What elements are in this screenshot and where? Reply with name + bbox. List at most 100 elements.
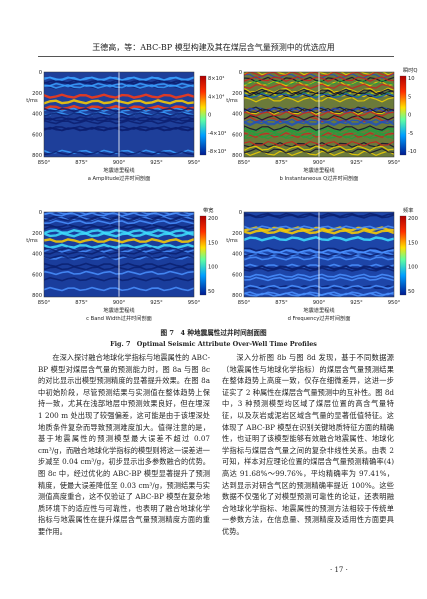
reflector xyxy=(44,228,194,235)
reflector xyxy=(44,270,194,276)
reflector xyxy=(244,107,394,114)
reflector xyxy=(44,238,194,244)
colorbar-tick-label: 50 xyxy=(208,289,215,295)
colorbar-tick-label: 0 xyxy=(208,113,211,119)
x-tick-label: 925° xyxy=(350,300,363,306)
y-tick-label: 0 xyxy=(239,210,242,216)
y-tick-label: 0 xyxy=(39,210,42,216)
reflector xyxy=(244,76,394,82)
reflector xyxy=(244,106,394,113)
colorbar-title: 瞬时Q xyxy=(403,66,417,74)
y-tick-label: 800 xyxy=(232,153,242,159)
reflector xyxy=(244,72,394,76)
reflector xyxy=(44,247,194,252)
reflector xyxy=(244,291,394,296)
x-tick-label: 925° xyxy=(150,160,163,166)
plot-frame xyxy=(43,211,195,298)
x-tick-label: 850° xyxy=(38,300,51,306)
reflector xyxy=(44,82,194,88)
reflector xyxy=(44,216,194,222)
reflector xyxy=(244,267,394,272)
colorbar-tick-label: 10 xyxy=(408,76,415,82)
colorbar-tick-label: 200 xyxy=(408,216,418,222)
x-tick-label: 950° xyxy=(388,300,401,306)
colorbar-tick-label: -5 xyxy=(408,131,413,137)
reflector xyxy=(244,285,394,290)
reflector xyxy=(244,247,394,252)
y-tick-label: 400 xyxy=(232,252,242,258)
x-tick-label: 950° xyxy=(188,160,201,166)
reflector xyxy=(44,79,194,85)
reflector xyxy=(44,219,194,225)
y-tick-label: 200 xyxy=(32,231,42,237)
reflector xyxy=(44,276,194,282)
reflector xyxy=(44,212,194,217)
x-tick-label: 950° xyxy=(188,300,201,306)
y-tick-label: 200 xyxy=(32,91,42,97)
reflector xyxy=(44,93,194,99)
colorbar-tick-label: 5 xyxy=(408,94,411,100)
reflector xyxy=(44,243,194,249)
x-tick-label: 925° xyxy=(350,160,363,166)
reflector xyxy=(244,226,394,232)
reflector xyxy=(244,273,394,279)
reflector xyxy=(44,225,194,231)
colorbar-tick-label: -10 xyxy=(408,149,416,155)
y-axis-label: t/ms xyxy=(26,98,38,104)
reflector xyxy=(244,225,394,230)
reflector xyxy=(244,92,394,99)
y-tick-label: 200 xyxy=(232,231,242,237)
page-number: · 17 · xyxy=(330,566,348,574)
y-tick-label: 400 xyxy=(32,252,42,258)
reflector xyxy=(44,116,194,121)
reflector xyxy=(244,111,394,117)
reflector xyxy=(244,276,394,282)
x-tick-label: 875° xyxy=(75,300,88,306)
reflector xyxy=(244,140,394,147)
reflector xyxy=(244,252,394,257)
reflector xyxy=(244,142,394,148)
y-axis-label: t/ms xyxy=(226,238,238,244)
colorbar xyxy=(399,215,407,296)
x-axis-label: 地震道里程线 xyxy=(103,306,134,314)
reflector xyxy=(244,249,394,254)
caption-cn: 图 7 4 种地震属性过井时间剖面图 xyxy=(160,329,267,337)
colorbar-tick-label: 4×10⁴ xyxy=(208,94,224,100)
reflector xyxy=(244,147,394,154)
reflector xyxy=(44,248,194,253)
reflector xyxy=(44,216,194,221)
reflector xyxy=(44,254,194,260)
x-tick-label: 950° xyxy=(388,160,401,166)
panel-caption: c Band Width过井时间剖面 xyxy=(86,314,152,322)
reflector xyxy=(244,229,394,235)
reflector xyxy=(244,107,394,114)
y-tick-label: 600 xyxy=(232,272,242,278)
y-tick-label: 600 xyxy=(232,132,242,138)
panel-caption: d Frequency过井时间剖面 xyxy=(288,314,351,322)
y-tick-label: 600 xyxy=(32,132,42,138)
reflector xyxy=(244,132,394,138)
x-tick-label: 875° xyxy=(275,160,288,166)
panel-caption: a Amplitude过井时间剖面 xyxy=(88,174,151,182)
reflector xyxy=(244,92,394,98)
reflector xyxy=(244,96,394,103)
caption-en: Fig. 7 Optimal Seismic Attribute Over-We… xyxy=(110,340,317,348)
colorbar-tick-label: 0 xyxy=(408,113,411,119)
y-axis-label: t/ms xyxy=(226,98,238,104)
paragraph: 在深入探讨融合地球化学指标与地震属性的 ABC-BP 模型对煤层含气量的预测能力… xyxy=(38,353,210,536)
reflector xyxy=(44,250,194,255)
reflector xyxy=(244,145,394,152)
reflector xyxy=(44,99,194,105)
colorbar xyxy=(199,215,207,296)
colorbar-tick-label: 8×10⁴ xyxy=(208,76,224,82)
x-tick-label: 875° xyxy=(75,160,88,166)
reflector xyxy=(44,107,194,113)
y-tick-label: 800 xyxy=(232,293,242,299)
y-tick-label: 600 xyxy=(32,272,42,278)
panel-caption: b Instantaneous Q过井时间剖面 xyxy=(280,174,359,182)
reflector xyxy=(244,125,394,131)
colorbar-tick-label: 150 xyxy=(408,240,418,246)
